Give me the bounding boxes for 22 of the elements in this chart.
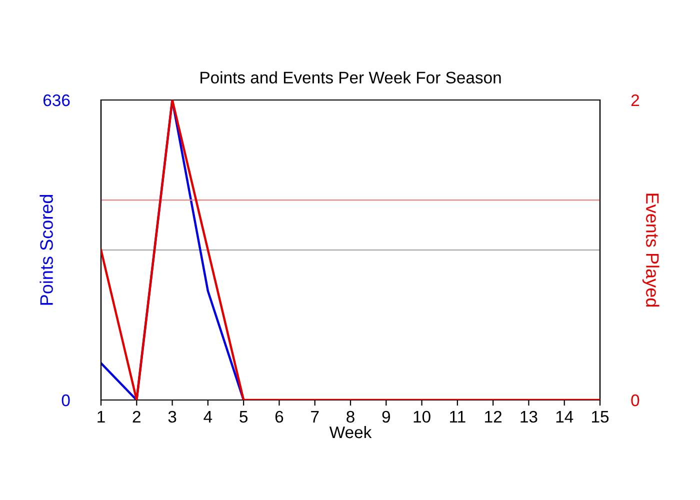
y-axis-title: Points Scored [40, 194, 53, 305]
x-tick-label: 13 [520, 410, 538, 423]
y2-tick-label: 2 [631, 94, 639, 106]
x-tick-label: 8 [346, 410, 354, 423]
y-tick-label: 636 [43, 94, 70, 106]
x-tick-label: 10 [414, 410, 430, 423]
x-tick-label: 9 [382, 410, 390, 423]
x-tick-label: 1 [98, 411, 105, 422]
x-tick-label: 11 [450, 411, 466, 422]
chart-title: Points and Events Per Week For Season [200, 71, 501, 84]
x-tick-label: 5 [240, 411, 248, 423]
x-tick-label: 7 [311, 411, 319, 422]
x-tick-label: 12 [485, 410, 502, 422]
y2-axis-title: Events Played [642, 194, 660, 307]
x-tick-label: 4 [204, 411, 212, 422]
x-tick-label: 3 [168, 410, 176, 423]
x-tick-label: 15 [592, 411, 609, 423]
x-tick-label: 14 [556, 411, 574, 422]
x-axis-title: Week [329, 426, 372, 438]
y2-tick-label: 0 [631, 394, 640, 406]
x-tick-label: 6 [275, 410, 284, 423]
x-tick-label: 2 [132, 410, 140, 422]
